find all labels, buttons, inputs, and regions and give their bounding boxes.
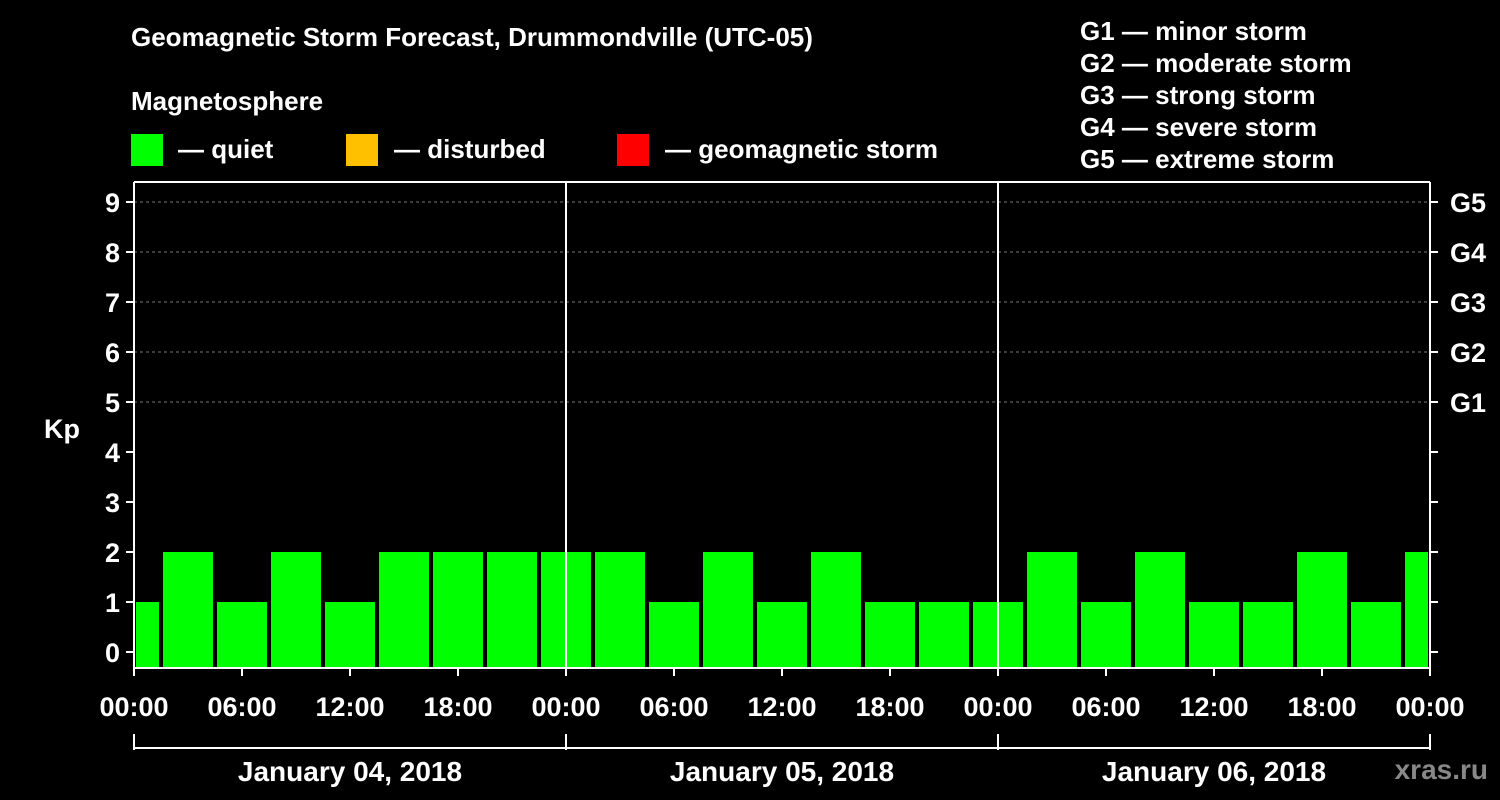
storm-scale-g2: G2 — moderate storm — [1080, 48, 1352, 78]
kp-bar — [433, 552, 483, 668]
y-tick-label: 2 — [105, 538, 120, 568]
y-tick-label: 6 — [105, 338, 120, 368]
x-tick-label: 06:00 — [1071, 692, 1140, 722]
x-tick-label: 00:00 — [1395, 692, 1464, 722]
kp-bar — [1351, 602, 1401, 668]
watermark: xras.ru — [1394, 754, 1488, 785]
legend-label-disturbed: — disturbed — [394, 134, 546, 164]
chart-title: Geomagnetic Storm Forecast, Drummondvill… — [131, 22, 813, 52]
storm-scale-g3: G3 — strong storm — [1080, 80, 1316, 110]
x-tick-label: 00:00 — [99, 692, 168, 722]
storm-scale-g5: G5 — extreme storm — [1080, 144, 1335, 174]
y-tick-label: 3 — [105, 488, 120, 518]
kp-bar — [1189, 602, 1239, 668]
kp-bar — [865, 602, 915, 668]
kp-bar — [325, 602, 375, 668]
day-label: January 05, 2018 — [670, 756, 894, 787]
x-tick-label: 12:00 — [747, 692, 816, 722]
y-tick-label: 9 — [105, 188, 120, 218]
kp-bar — [136, 602, 159, 668]
y-tick-label: 0 — [105, 638, 120, 668]
legend-swatch-disturbed — [346, 134, 378, 166]
kp-bar — [649, 602, 699, 668]
kp-bar — [1027, 552, 1077, 668]
legend-label-storm: — geomagnetic storm — [665, 134, 939, 164]
x-tick-label: 18:00 — [855, 692, 924, 722]
kp-bar — [1243, 602, 1293, 668]
x-tick-label: 18:00 — [1287, 692, 1356, 722]
y-axis-title: Kp — [44, 414, 80, 444]
g-scale-label: G2 — [1450, 338, 1486, 368]
kp-bar — [595, 552, 645, 668]
kp-bar — [271, 552, 321, 668]
kp-bar — [1081, 602, 1131, 668]
g-scale-label: G1 — [1450, 388, 1486, 418]
kp-bar — [1135, 552, 1185, 668]
y-tick-label: 4 — [105, 438, 120, 468]
kp-bar — [487, 552, 537, 668]
g-scale-label: G3 — [1450, 288, 1486, 318]
x-tick-label: 12:00 — [315, 692, 384, 722]
legend-label-quiet: — quiet — [178, 134, 274, 164]
day-label: January 04, 2018 — [238, 756, 462, 787]
x-tick-label: 06:00 — [639, 692, 708, 722]
legend-swatch-storm — [617, 134, 649, 166]
y-tick-label: 5 — [105, 388, 120, 418]
kp-bar — [217, 602, 267, 668]
g-scale-label: G4 — [1450, 238, 1486, 268]
day-label: January 06, 2018 — [1102, 756, 1326, 787]
y-tick-label: 7 — [105, 288, 120, 318]
chart-subtitle: Magnetosphere — [131, 86, 324, 116]
x-tick-label: 06:00 — [207, 692, 276, 722]
legend-swatch-quiet — [131, 134, 163, 166]
x-tick-label: 18:00 — [423, 692, 492, 722]
x-tick-label: 12:00 — [1179, 692, 1248, 722]
kp-bar — [757, 602, 807, 668]
kp-bar — [703, 552, 753, 668]
kp-bar — [379, 552, 429, 668]
g-scale-label: G5 — [1450, 188, 1486, 218]
kp-bar — [1405, 552, 1428, 668]
kp-bar — [811, 552, 861, 668]
y-tick-label: 8 — [105, 238, 120, 268]
x-tick-label: 00:00 — [531, 692, 600, 722]
storm-scale-g4: G4 — severe storm — [1080, 112, 1318, 142]
kp-bar — [163, 552, 213, 668]
y-tick-label: 1 — [105, 588, 120, 618]
storm-scale-g1: G1 — minor storm — [1080, 16, 1307, 46]
x-tick-label: 00:00 — [963, 692, 1032, 722]
kp-bar — [1297, 552, 1347, 668]
kp-bar — [919, 602, 969, 668]
